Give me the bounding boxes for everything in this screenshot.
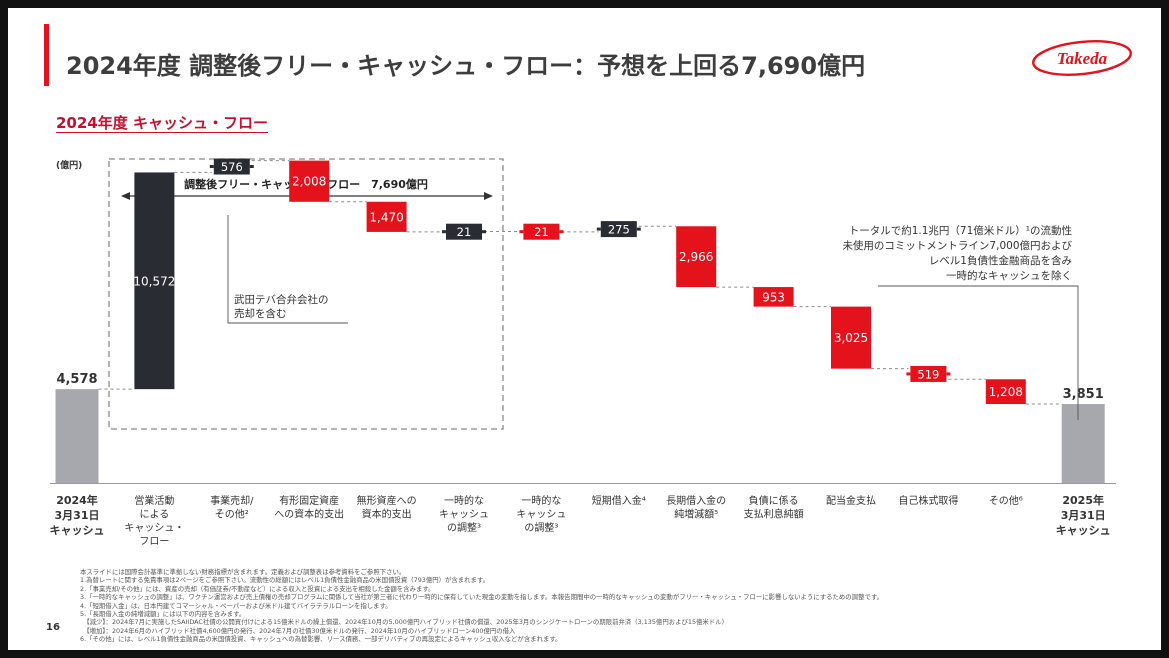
bar-decrease [289,160,330,202]
annotation-liquidity: トータルで約1.1兆円（71億米ドル）¹の流動性 [849,224,1072,237]
category-label: への資本的支出 [274,508,344,521]
bar-decrease-small [523,223,560,240]
category-label: キャッシュ [516,510,566,521]
category-label: 3月31日 [55,509,100,522]
category-label: 配当金支払 [826,494,876,507]
data-label-bar: 3,025 [834,331,868,345]
category-label: キャッシュ・ [124,523,184,534]
category-label: キャッシュ [439,510,489,521]
data-label-total: 3,851 [1063,387,1104,402]
bar-increase-small [446,223,482,240]
data-label-bar: 519 [917,367,939,381]
category-label: フロー [139,537,169,548]
bar-decrease [831,306,871,369]
chart-subtitle: 2024年度 キャッシュ・フロー [56,114,268,132]
data-label-bar: 1,470 [369,210,403,224]
footnote-line: 【減少】：2024年7月に実施したSAIIDAC社債の公開買付けによる15億米ド… [80,618,728,627]
category-label: 有形固定資産 [279,494,339,507]
bar-total [55,389,99,483]
category-label: 純増減額⁵ [674,508,718,521]
category-label: 無形資産への [357,494,417,507]
annotation-leader-liquidity [878,285,1079,420]
category-label: 一時的な [521,494,561,507]
fcf-arrow-left-head [121,192,130,200]
category-label: 事業売却/ [210,494,254,507]
logo-text: Takeda [1057,49,1108,68]
category-label: の調整³ [524,521,558,534]
bar-decrease [676,226,717,288]
data-label-bar: 10,572 [133,274,175,288]
annotation-liquidity: 一時的なキャッシュを除く [946,269,1072,282]
data-label-bar: 1,208 [989,385,1023,399]
bar-increase-small [213,158,250,175]
annotation-liquidity: 未使用のコミットメントライン7,000億円および [842,239,1072,252]
category-label: その他⁶ [989,494,1023,507]
data-label-total: 4,578 [56,372,97,387]
category-label: 2025年 [1062,493,1104,507]
waterfall-chart: (億円)調整後フリー・キャッシュ・フロー 7,690億円4,5782024年3月… [50,158,1116,548]
fcf-arrow-right-head [484,192,493,200]
bar-decrease [366,201,407,232]
title-accent-bar [44,24,49,86]
bar-decrease [753,287,794,307]
bar-decrease-small [910,365,947,382]
footnote-line: 3.「一時的なキャッシュの調整」は、ワクチン運営および売上債権の売却プログラムに… [80,593,883,602]
category-label: の調整³ [447,521,481,534]
category-label: による [140,509,170,521]
data-label-bar: 576 [221,160,243,174]
slide: 2024年度 調整後フリー・キャッシュ・フロー：予想を上回る7,690億円 Ta… [8,8,1161,650]
data-label-bar: 2,966 [679,250,713,264]
footnote-line: 1.為替レートに関する免責事項は2ページをご参照下さい。流動性の総額にはレベル1… [80,576,490,585]
y-unit-label: (億円) [56,159,82,171]
fcf-bracket-box [108,158,504,430]
footnote-line: 4.「短期借入金」は、日本円建てコマーシャル・ペーパーおよび米ドル建てバイラテラ… [80,601,392,610]
annotation-divestiture: 売却を含む [234,307,287,320]
footnote-line: 2.「事業売却/その他」には、資産の売却（有価証券/不動産など）による収入と投資… [80,584,435,593]
category-label: 営業活動 [134,494,174,507]
footnote-line: 【増加】：2024年6月のハイブリッド社債4,600億円の発行、2024年7月の… [80,626,516,635]
category-label: 支払利息純額 [744,508,804,521]
data-label-bar: 2,008 [292,175,326,189]
category-label: その他² [215,508,249,521]
category-label: 負債に係る [749,494,799,507]
footnote-line: 5.「長期借入金の純増減額」には以下の内容を含みます。 [80,610,246,619]
takeda-logo: Takeda [1032,40,1132,76]
data-label-bar: 953 [762,290,785,304]
page-title: 2024年度 調整後フリー・キャッシュ・フロー：予想を上回る7,690億円 [66,52,866,80]
category-label: 短期借入金⁴ [592,494,646,507]
footnote-line: 本スライドには国際会計基準に準拠しない財務指標が含まれます。定義および調整表は参… [80,568,406,576]
bar-increase-small [600,221,637,238]
annotation-divestiture: 武田テバ合弁会社の [234,293,329,306]
annotation-leader-divestiture [227,215,348,324]
page-number: 16 [46,622,60,633]
bar-decrease [985,379,1026,405]
data-label-bar: 21 [457,225,472,239]
footnote-line: 6.「その他」には、レベル1負債性金融商品の米国債投資、キャッシュへの為替影響、… [80,635,562,644]
category-label: キャッシュ [50,524,105,537]
category-label: 2024年 [56,493,98,507]
category-label: 一時的な [444,494,484,507]
data-label-bar: 275 [608,223,630,237]
category-label: 自己株式取得 [898,494,958,507]
category-label: 資本的支出 [362,508,412,521]
bar-increase [134,172,175,390]
annotation-liquidity: レベル1負債性金融商品を含み [929,254,1072,267]
bar-total [1061,404,1105,483]
category-label: キャッシュ [1056,524,1111,537]
data-label-bar: 21 [534,225,549,239]
category-label: 3月31日 [1061,509,1106,522]
category-label: 長期借入金の [666,494,726,507]
footnotes: 本スライドには国際会計基準に準拠しない財務指標が含まれます。定義および調整表は参… [80,568,1150,644]
